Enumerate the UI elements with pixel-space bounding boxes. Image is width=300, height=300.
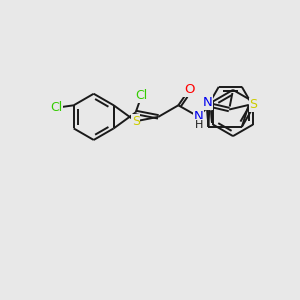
Text: Cl: Cl — [51, 101, 63, 114]
Text: S: S — [132, 115, 140, 128]
Text: Cl: Cl — [136, 89, 148, 102]
Text: N: N — [194, 110, 203, 123]
Text: H: H — [195, 119, 203, 130]
Text: N: N — [202, 96, 212, 109]
Text: O: O — [184, 83, 194, 96]
Text: S: S — [249, 98, 257, 111]
